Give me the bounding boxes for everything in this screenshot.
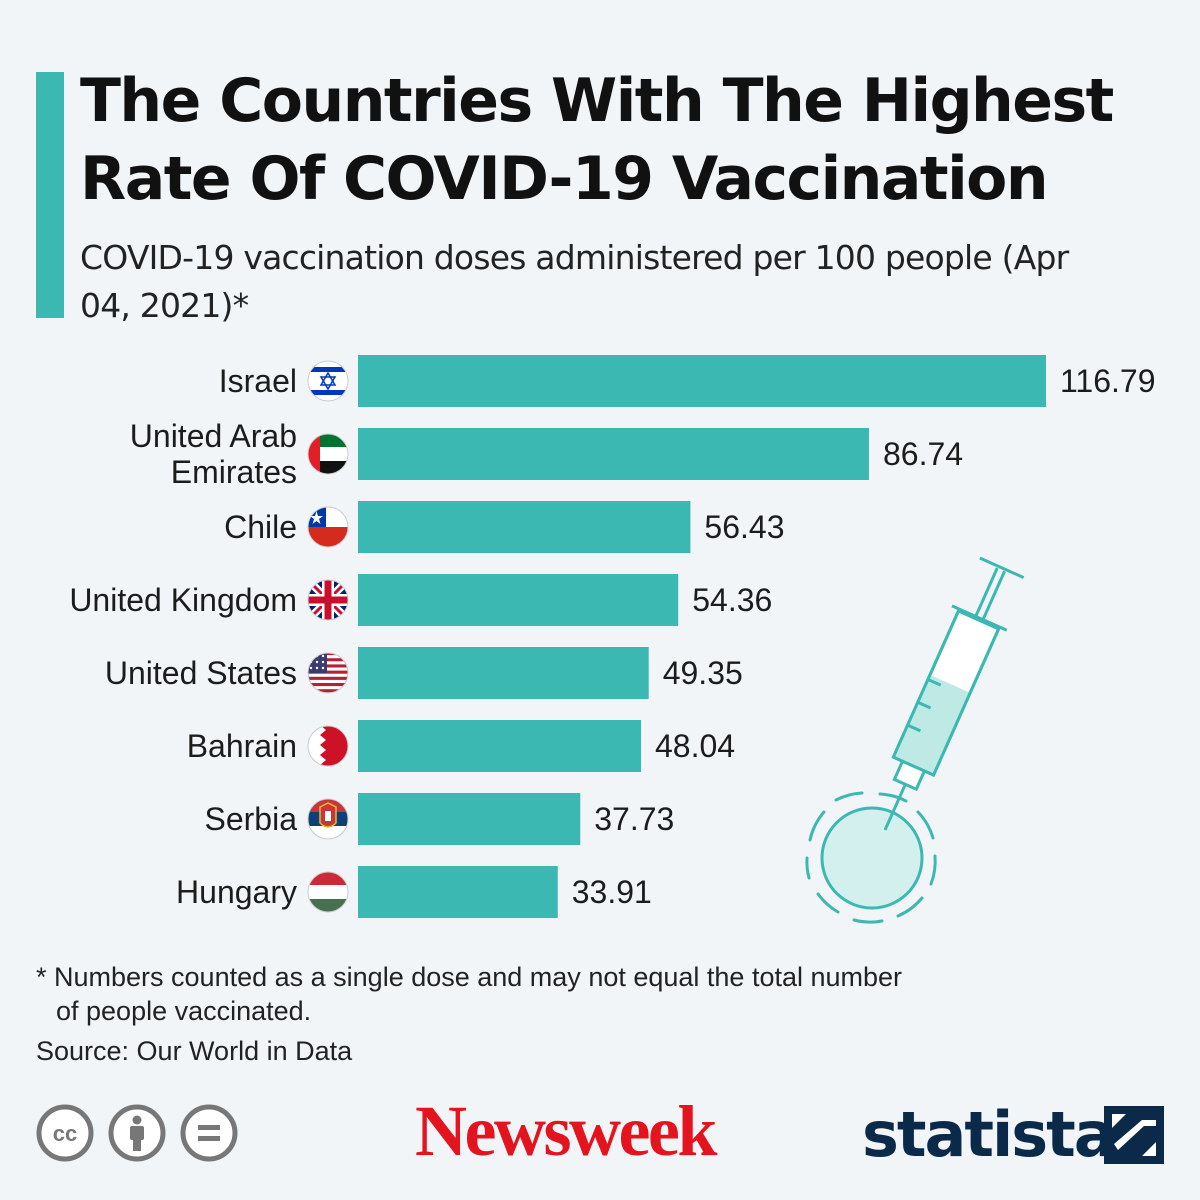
bar-chart: 116.79 Israel 86.74 United Arab Emirates 56.4… (69, 355, 1156, 924)
bar-hungary (358, 866, 558, 918)
bar-bahrain (358, 720, 641, 772)
value-label: 48.04 (655, 728, 735, 764)
bar-united-states (358, 647, 649, 699)
uae-flag-icon (307, 433, 349, 475)
category-label: United Arab Emirates (130, 418, 297, 490)
category-label: United States (105, 655, 297, 691)
category-label: Chile (224, 509, 297, 545)
category-label: Israel (219, 363, 297, 399)
attribution-icon[interactable] (108, 1104, 166, 1162)
category-label: Hungary (176, 874, 297, 910)
newsweek-logo[interactable]: Newsweek (415, 1091, 717, 1171)
bar-united-arab-emirates (358, 428, 869, 480)
bar-serbia (358, 793, 581, 845)
chart-subtitle: COVID-19 vaccination doses administered … (80, 238, 1069, 325)
israel-flag-icon (307, 360, 349, 402)
value-label: 33.91 (572, 874, 652, 910)
value-label: 54.36 (692, 582, 772, 618)
statista-logo[interactable]: statista (862, 1098, 1116, 1171)
syringe-virus-icon (805, 556, 1025, 924)
uk-flag-icon (307, 579, 349, 621)
bar-israel (358, 355, 1046, 407)
bar-united-kingdom (358, 574, 679, 626)
bar-chile (358, 501, 691, 553)
footnote-line-2: of people vaccinated. (56, 996, 312, 1026)
hungary-flag-icon (307, 871, 349, 913)
no-derivatives-icon[interactable] (180, 1104, 238, 1162)
bahrain-flag-icon (307, 725, 349, 767)
serbia-flag-icon (307, 798, 349, 840)
accent-bar (36, 72, 64, 318)
usa-flag-icon (307, 652, 349, 694)
footnote-line-1: * Numbers counted as a single dose and m… (36, 962, 903, 992)
source-note: Source: Our World in Data (36, 1036, 353, 1066)
category-label: Bahrain (187, 728, 297, 764)
chile-flag-icon (307, 506, 349, 548)
value-label: 37.73 (594, 801, 674, 837)
category-label: United Kingdom (69, 582, 297, 618)
value-label: 86.74 (883, 436, 963, 472)
value-label: 56.43 (704, 509, 784, 545)
value-label: 116.79 (1060, 363, 1156, 399)
category-label: Serbia (205, 801, 298, 837)
statista-mark-icon (1104, 1106, 1164, 1164)
value-label: 49.35 (663, 655, 743, 691)
cc-icon-text: cc (53, 1121, 77, 1146)
chart-title: The Countries With The Highest Rate Of C… (80, 66, 1114, 214)
footnote: * Numbers counted as a single dose and m… (36, 960, 1036, 1028)
cc-icon[interactable]: cc (36, 1104, 94, 1162)
